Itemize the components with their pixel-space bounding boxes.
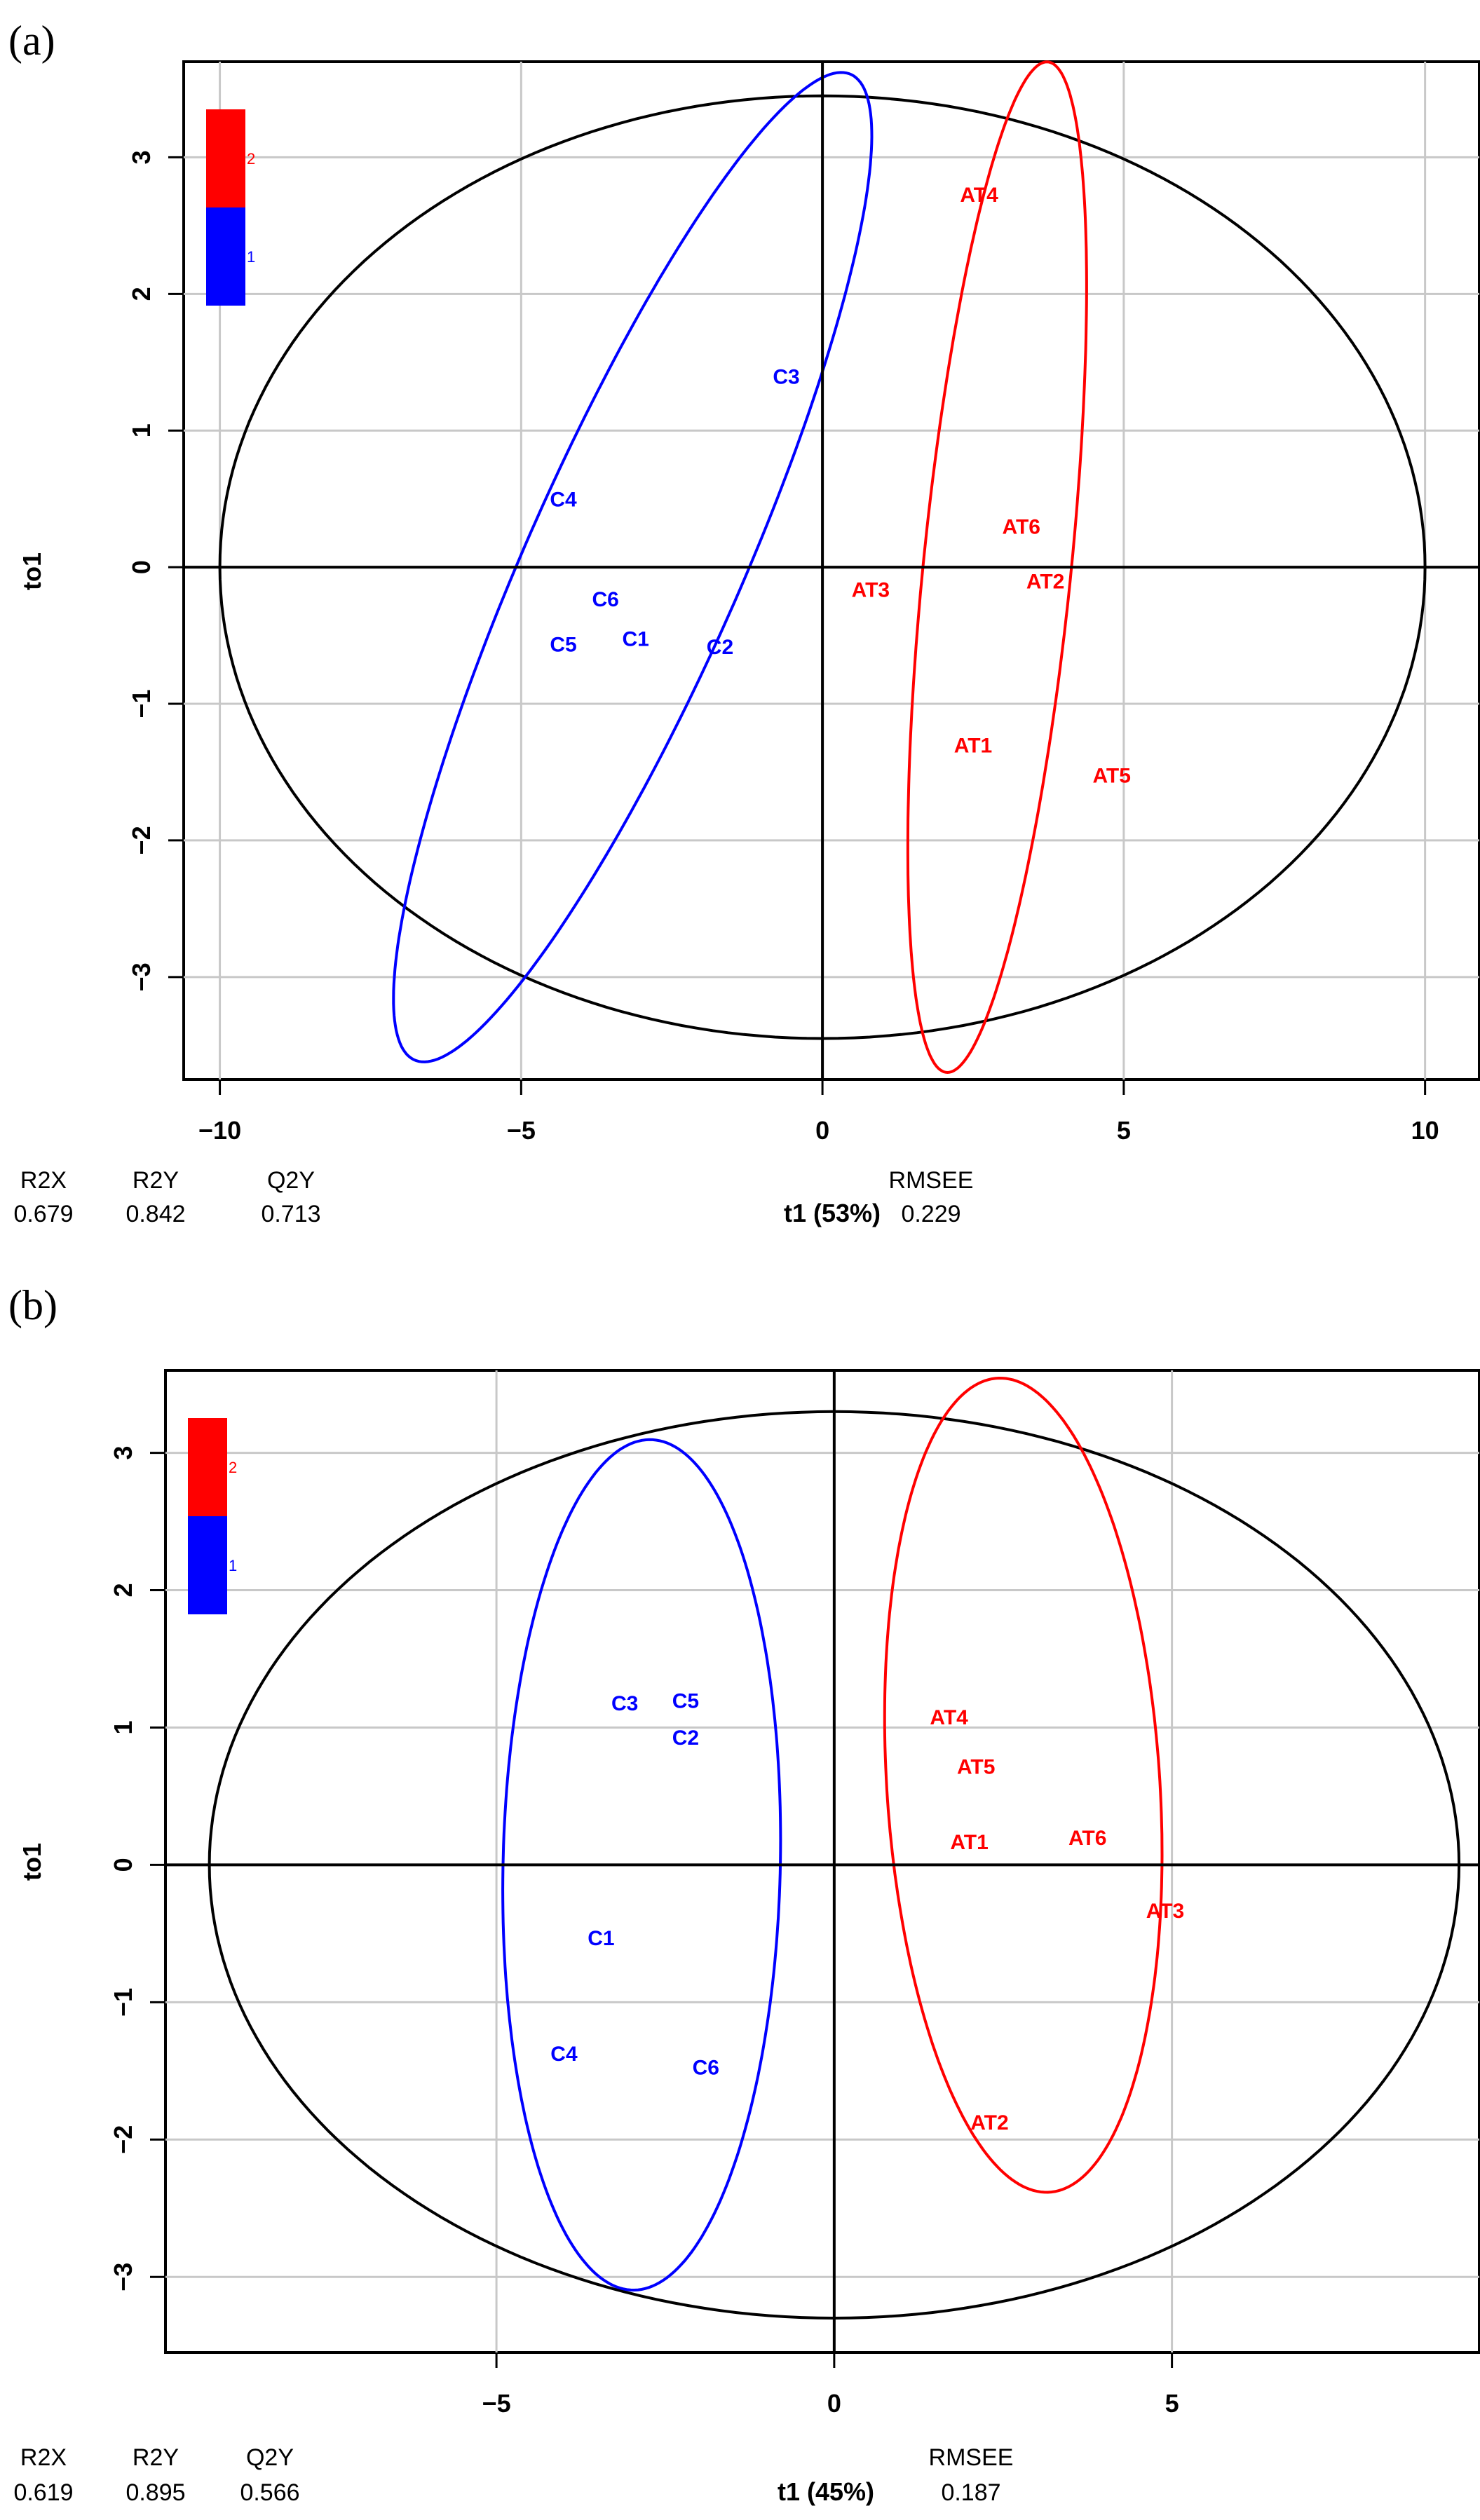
panel-b-ellipse-1 — [501, 1438, 782, 2292]
panel-b-points: C1 C2 C3 C4 C5 C6 AT1 AT2 AT3 AT4 AT5 AT6 — [550, 1689, 1184, 2134]
panel-b-stat-value-RMSEE: 0.187 — [941, 2479, 1000, 2506]
panel-a-zero-lines — [184, 62, 1479, 1079]
panel-a-grid — [184, 62, 1479, 1079]
panel-b-legend-label-2: 2 — [229, 1459, 237, 1476]
panel-b-stat-name-R2X: R2X — [20, 2444, 67, 2471]
panel-a-y-tick-label-0: −3 — [127, 962, 156, 991]
panel-b-stat-name-R2Y: R2Y — [133, 2444, 179, 2471]
panel-a-legend-swatch-2 — [206, 109, 245, 207]
panel-a-point-AT4: AT4 — [960, 184, 998, 207]
panel-a-point-C1: C1 — [622, 627, 649, 651]
panel-b-stats: R2X 0.619 R2Y 0.895 Q2Y 0.566 RMSEE 0.187 t1 (45… — [13, 2444, 1013, 2506]
panel-a-x-tick-label-2: 0 — [815, 1116, 829, 1145]
panel-a-legend-label-1: 1 — [247, 248, 255, 266]
panel-a-point-AT3: AT3 — [852, 578, 890, 601]
panel-b-x-axis-label: t1 (45%) — [778, 2477, 874, 2506]
panel-a-x-ticks: −10 −5 0 5 10 — [198, 1079, 1439, 1145]
panel-a-x-tick-label-3: 5 — [1117, 1116, 1131, 1145]
panel-b-x-tick-label-0: −5 — [482, 2389, 511, 2418]
panel-a-y-ticks: −3 −2 −1 0 1 2 3 — [127, 150, 184, 991]
panel-a-point-C6: C6 — [592, 588, 618, 611]
panel-a-stat-name-Q2Y: Q2Y — [267, 1167, 315, 1194]
panel-b-point-C4: C4 — [550, 2043, 578, 2066]
panel-b-point-C6: C6 — [693, 2056, 719, 2079]
panel-b-ellipse-2 — [883, 1376, 1164, 2194]
panel-a-legend-label-2: 2 — [247, 150, 255, 168]
panel-b-y-axis-label: to1 — [18, 1843, 46, 1881]
panel-a-label: (a) — [8, 18, 55, 64]
panel-a-point-C4: C4 — [550, 489, 577, 512]
panel-a-point-C5: C5 — [550, 633, 576, 656]
panel-b-stat-value-R2Y: 0.895 — [125, 2479, 185, 2506]
panel-b-stat-name-RMSEE: RMSEE — [929, 2444, 1014, 2471]
panel-b-point-AT3: AT3 — [1146, 1900, 1184, 1923]
panel-b-y-ticks: −3 −2 −1 0 1 2 3 — [109, 1446, 165, 2291]
panel-a-legend: 21 — [206, 109, 255, 306]
panel-b-y-tick-label-3: 0 — [109, 1858, 137, 1872]
panel-b-legend-swatch-2 — [188, 1418, 227, 1516]
panel-a-ellipse-2 — [906, 60, 1088, 1075]
panel-b-x-tick-label-2: 5 — [1165, 2389, 1179, 2418]
panel-a-x-tick-label-1: −5 — [507, 1116, 536, 1145]
panel-a-point-AT6: AT6 — [1003, 516, 1040, 539]
panel-a-stat-value-R2X: 0.679 — [13, 1201, 73, 1227]
panel-a-stat-value-Q2Y: 0.713 — [261, 1201, 320, 1227]
panel-a-y-tick-label-6: 3 — [127, 150, 156, 164]
panel-a-stat-value-RMSEE: 0.229 — [901, 1201, 960, 1227]
panel-a-points: C1 C2 C3 C4 C5 C6 AT1 AT2 AT3 AT4 AT5 AT6 — [550, 184, 1131, 787]
panel-b-point-AT1: AT1 — [950, 1831, 988, 1854]
panel-b-legend: 21 — [188, 1418, 237, 1614]
panel-a-plot-frame — [182, 60, 1480, 1081]
panel-b-point-C5: C5 — [672, 1689, 699, 1712]
panel-a-stat-name-RMSEE: RMSEE — [889, 1167, 974, 1194]
panel-a-y-tick-label-4: 1 — [127, 423, 156, 437]
panel-a-point-AT2: AT2 — [1026, 571, 1064, 594]
panel-a-point-AT5: AT5 — [1092, 764, 1130, 787]
panel-b-stat-name-Q2Y: Q2Y — [246, 2444, 294, 2471]
panel-b-y-tick-label-5: 2 — [109, 1583, 137, 1597]
panel-a-x-tick-label-0: −10 — [198, 1116, 241, 1145]
panel-a-legend-swatch-1 — [206, 207, 245, 306]
panel-b-y-tick-label-4: 1 — [109, 1720, 137, 1734]
panel-a-stat-name-R2X: R2X — [20, 1167, 67, 1194]
panel-b-y-tick-label-6: 3 — [109, 1446, 137, 1460]
panel-a-y-tick-label-3: 0 — [127, 560, 156, 574]
panel-b-x-ticks: −5 0 5 — [482, 2352, 1179, 2418]
panel-b-y-tick-label-1: −2 — [109, 2125, 137, 2154]
panel-b-plot-frame — [164, 1369, 1480, 2354]
panel-a-point-C2: C2 — [707, 636, 733, 659]
panel-b-y-tick-label-2: −1 — [109, 1988, 137, 2017]
panel-b-point-AT6: AT6 — [1068, 1827, 1106, 1850]
panel-b-y-tick-label-0: −3 — [109, 2263, 137, 2291]
panel-b-point-C3: C3 — [611, 1692, 638, 1715]
panel-b-grid — [165, 1370, 1479, 2352]
panel-a-point-AT1: AT1 — [954, 734, 992, 757]
panel-a-y-axis-label: to1 — [18, 552, 46, 590]
panel-a-ellipse-1 — [392, 71, 874, 1063]
panel-b-point-C1: C1 — [588, 1927, 614, 1950]
panel-a-point-C3: C3 — [773, 365, 799, 388]
panel-a-y-tick-label-2: −1 — [127, 690, 156, 718]
panel-b-point-C2: C2 — [672, 1726, 699, 1750]
panel-b-legend-label-1: 1 — [229, 1557, 237, 1574]
panel-a-stats: R2X 0.679 R2Y 0.842 Q2Y 0.713 RMSEE 0.229 t1 (53… — [13, 1167, 973, 1227]
panel-b-label: (b) — [8, 1282, 57, 1328]
panel-b-point-AT4: AT4 — [930, 1706, 968, 1729]
panel-b-stat-value-Q2Y: 0.566 — [240, 2479, 299, 2506]
panel-a-stat-name-R2Y: R2Y — [133, 1167, 179, 1194]
panel-b-point-AT2: AT2 — [970, 2111, 1008, 2134]
panel-b-stat-value-R2X: 0.619 — [13, 2479, 73, 2506]
panel-a-x-tick-label-4: 10 — [1411, 1116, 1439, 1145]
panel-a-x-axis-label: t1 (53%) — [784, 1199, 881, 1227]
panel-b-point-AT5: AT5 — [957, 1755, 995, 1778]
panel-a-stat-value-R2Y: 0.842 — [125, 1201, 185, 1227]
panel-b-zero-lines — [165, 1370, 1479, 2352]
panel-b-legend-swatch-1 — [188, 1516, 227, 1614]
panel-a-y-tick-label-1: −2 — [127, 826, 156, 854]
panel-b-x-tick-label-1: 0 — [827, 2389, 841, 2418]
panel-a-y-tick-label-5: 2 — [127, 287, 156, 301]
